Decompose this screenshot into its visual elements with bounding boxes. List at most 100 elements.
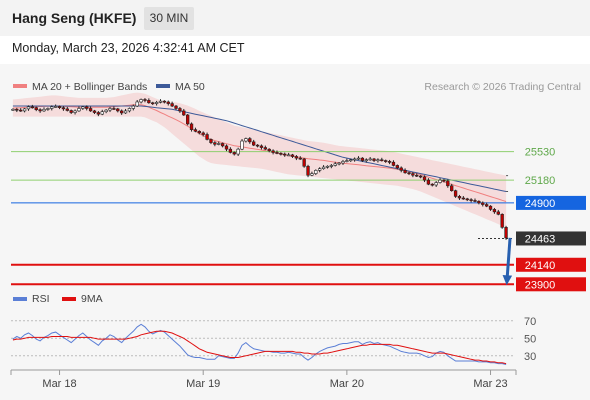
candle-body — [205, 134, 209, 140]
candle-body — [430, 183, 434, 186]
candle-body — [500, 213, 504, 228]
x-tick-label: Mar 20 — [330, 378, 364, 390]
candle-body — [469, 199, 473, 201]
candle-body — [96, 112, 101, 115]
candle-body — [220, 143, 225, 147]
candle-body — [457, 196, 462, 199]
support-label: 23900 — [525, 279, 556, 291]
candle-body — [162, 100, 167, 103]
candle-body — [310, 173, 314, 176]
candle-body — [364, 159, 368, 162]
candle-body — [38, 109, 42, 112]
candle-body — [318, 168, 322, 171]
candle-body — [286, 154, 291, 157]
forecast-arrow-shaft — [505, 237, 512, 281]
candle-body — [395, 165, 399, 169]
candle-body — [391, 161, 396, 166]
candle-body — [135, 101, 139, 107]
timeframe-badge[interactable]: 30 MIN — [144, 7, 194, 30]
header-bar: Hang Seng (HKFE) 30 MIN — [0, 0, 590, 36]
candle-body — [387, 161, 392, 163]
candle-body — [465, 198, 469, 201]
candle-body — [170, 103, 174, 107]
candle-body — [182, 110, 186, 116]
candle-body — [46, 108, 50, 110]
candle-body — [415, 174, 419, 177]
candle-body — [123, 110, 128, 114]
timestamp: Monday, March 23, 2026 4:32:41 AM CET — [12, 41, 245, 55]
support-label: 24140 — [525, 260, 556, 272]
candle-body — [193, 129, 198, 132]
legend-label-bollinger: MA 20 + Bollinger Bands — [32, 81, 147, 93]
current-price-box — [516, 231, 586, 246]
candle-body — [306, 165, 310, 176]
candle-body — [19, 109, 23, 112]
candle-body — [77, 108, 81, 112]
candle-body — [504, 227, 508, 239]
legend-swatch-rsi — [13, 297, 27, 301]
candle-body — [26, 106, 31, 110]
candle-body — [248, 138, 252, 143]
candle-body — [139, 99, 143, 103]
candle-body — [213, 142, 217, 145]
candle-body — [100, 111, 104, 115]
candle-body — [69, 110, 73, 113]
candle-body — [279, 152, 283, 155]
candle-body — [112, 108, 116, 110]
candle-body — [380, 159, 384, 162]
rsi-ma-line — [12, 330, 507, 365]
candle-body — [325, 165, 330, 168]
resistance-label: 25530 — [525, 147, 556, 159]
pivot-label-box — [516, 195, 586, 210]
legend-swatch-ma50 — [156, 84, 170, 88]
candle-body — [484, 204, 489, 207]
candle-body — [178, 108, 182, 112]
forecast-arrow-head — [502, 274, 513, 286]
candle-body — [345, 160, 349, 162]
candle-body — [252, 141, 256, 146]
attribution: Research © 2026 Trading Central — [424, 81, 581, 93]
candle-body — [147, 100, 151, 104]
candle-body — [108, 108, 112, 111]
candle-body — [259, 145, 264, 148]
ma50-line — [12, 105, 507, 192]
candle-body — [302, 158, 306, 167]
candle-body — [403, 170, 407, 174]
candle-body — [131, 105, 135, 109]
candle-body — [42, 108, 46, 112]
rsi-tick-label: 30 — [524, 351, 536, 363]
legend-swatch-bollinger — [13, 84, 27, 88]
candle-body — [294, 156, 299, 159]
candle-body — [290, 154, 295, 157]
candle-body — [201, 132, 205, 135]
candle-body — [461, 197, 466, 200]
current-price-label: 24463 — [525, 233, 556, 245]
legend-label-rsi-ma: 9MA — [81, 293, 103, 305]
candle-body — [158, 100, 163, 103]
candle-body — [154, 102, 159, 104]
candle-body — [224, 145, 229, 150]
candle-body — [418, 175, 423, 178]
candle-body — [267, 148, 271, 152]
candle-body — [255, 144, 260, 147]
candle-body — [228, 148, 233, 153]
rsi-tick-label: 70 — [524, 316, 536, 328]
candle-body — [438, 179, 442, 183]
candle-body — [166, 101, 170, 104]
candle-body — [116, 108, 120, 112]
candle-body — [422, 176, 427, 181]
candle-body — [450, 185, 454, 191]
candle-body — [15, 108, 19, 111]
candle-body — [384, 160, 388, 162]
candle-body — [477, 200, 481, 204]
instrument-title: Hang Seng (HKFE) — [12, 10, 137, 26]
candle-body — [189, 123, 194, 130]
candle-body — [232, 152, 236, 155]
resistance-label: 25180 — [525, 175, 556, 187]
candle-body — [321, 166, 326, 170]
candle-body — [271, 150, 275, 153]
legend-swatch-rsi-ma — [62, 297, 76, 301]
legend-label-ma50: MA 50 — [175, 81, 205, 93]
candle-body — [73, 110, 77, 113]
